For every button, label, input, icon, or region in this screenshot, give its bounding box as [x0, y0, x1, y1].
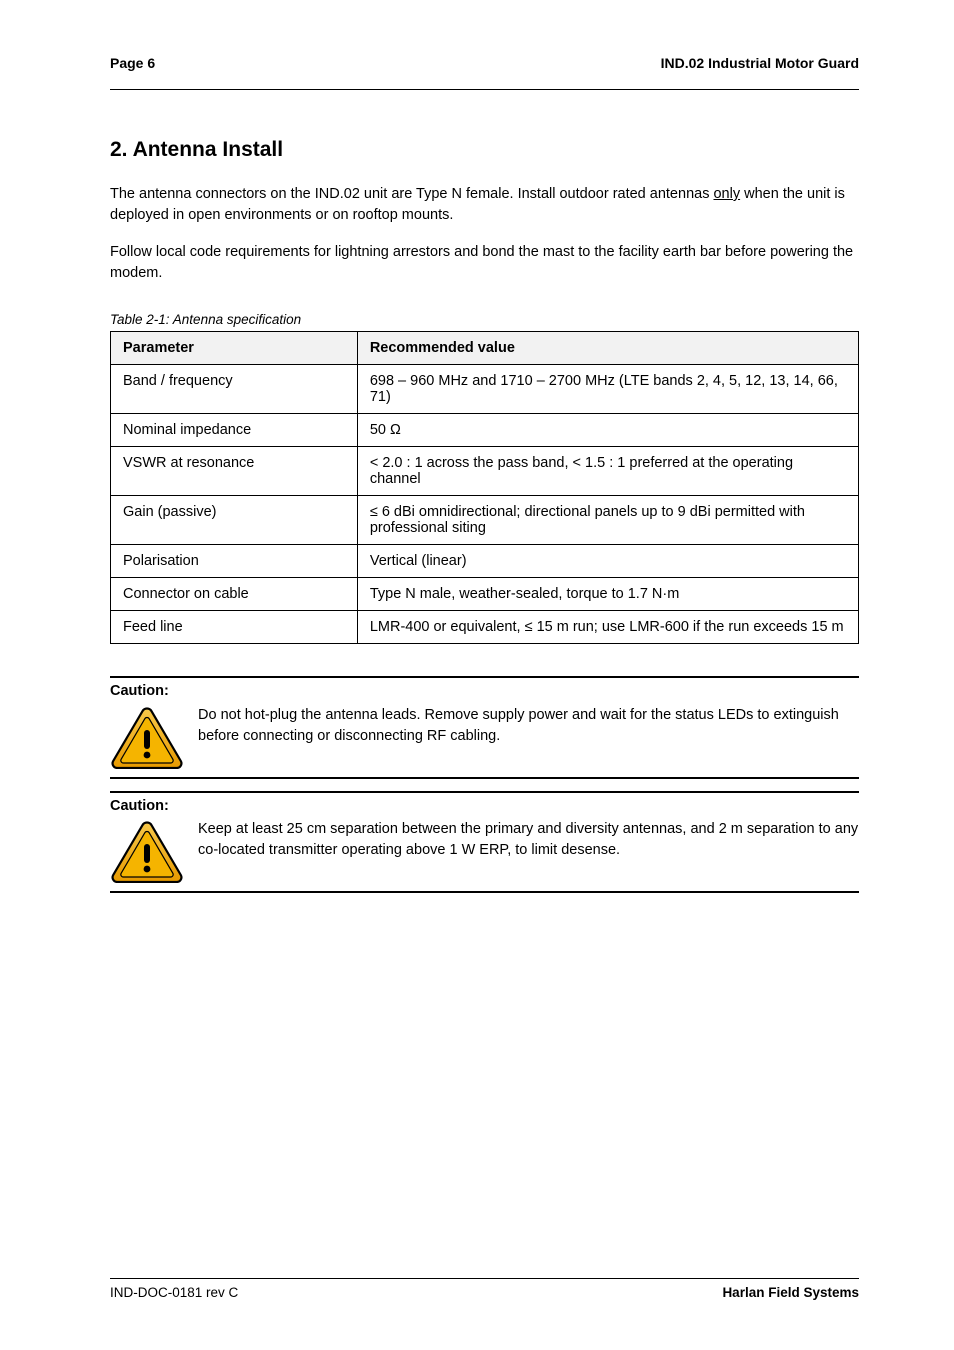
caution-callout: Caution: Do not hot-plug the antenn	[110, 676, 859, 779]
cell-value: ≤ 6 dBi omnidirectional; directional pan…	[357, 496, 858, 545]
header-rule	[110, 89, 859, 90]
footer-doc-id: IND-DOC-0181 rev C	[110, 1285, 238, 1300]
cell-param: Feed line	[111, 611, 358, 644]
table-row: Feed line LMR-400 or equivalent, ≤ 15 m …	[111, 611, 859, 644]
caution-title: Caution:	[110, 676, 859, 699]
table-row: Connector on cable Type N male, weather-…	[111, 578, 859, 611]
table-row: Band / frequency 698 – 960 MHz and 1710 …	[111, 365, 859, 414]
table-row: Polarisation Vertical (linear)	[111, 545, 859, 578]
cell-param: Nominal impedance	[111, 414, 358, 447]
page-title: IND.02 Industrial Motor Guard	[661, 55, 859, 71]
table-row: Gain (passive) ≤ 6 dBi omnidirectional; …	[111, 496, 859, 545]
col-header-parameter: Parameter	[111, 332, 358, 365]
cell-value: < 2.0 : 1 across the pass band, < 1.5 : …	[357, 447, 858, 496]
col-header-value: Recommended value	[357, 332, 858, 365]
cell-param: Connector on cable	[111, 578, 358, 611]
cell-value: LMR-400 or equivalent, ≤ 15 m run; use L…	[357, 611, 858, 644]
warning-triangle-icon	[110, 819, 184, 883]
cell-param: Band / frequency	[111, 365, 358, 414]
cell-value: 698 – 960 MHz and 1710 – 2700 MHz (LTE b…	[357, 365, 858, 414]
caution-text: Do not hot-plug the antenna leads. Remov…	[198, 705, 859, 747]
cell-value: 50 Ω	[357, 414, 858, 447]
intro-paragraph-2: Follow local code requirements for light…	[110, 242, 859, 284]
intro-p1-pre: The antenna connectors on the IND.02 uni…	[110, 186, 713, 202]
cell-param: Gain (passive)	[111, 496, 358, 545]
intro-p1-underlined: only	[713, 186, 740, 202]
cell-value: Type N male, weather-sealed, torque to 1…	[357, 578, 858, 611]
table-header-row: Parameter Recommended value	[111, 332, 859, 365]
cell-param: Polarisation	[111, 545, 358, 578]
caution-title: Caution:	[110, 791, 859, 814]
cell-param: VSWR at resonance	[111, 447, 358, 496]
cell-value: Vertical (linear)	[357, 545, 858, 578]
caution-callout: Caution: Keep at least 25 cm separation …	[110, 791, 859, 894]
warning-triangle-icon	[110, 705, 184, 769]
section-heading: 2. Antenna Install	[110, 138, 859, 162]
page-footer: IND-DOC-0181 rev C Harlan Field Systems	[110, 1278, 859, 1300]
antenna-spec-table: Parameter Recommended value Band / frequ…	[110, 331, 859, 644]
footer-company: Harlan Field Systems	[722, 1285, 859, 1300]
table-row: VSWR at resonance < 2.0 : 1 across the p…	[111, 447, 859, 496]
caution-text: Keep at least 25 cm separation between t…	[198, 819, 859, 861]
intro-paragraph-1: The antenna connectors on the IND.02 uni…	[110, 184, 859, 226]
table-row: Nominal impedance 50 Ω	[111, 414, 859, 447]
page-number: Page 6	[110, 55, 155, 71]
table-caption: Table 2-1: Antenna specification	[110, 312, 859, 327]
